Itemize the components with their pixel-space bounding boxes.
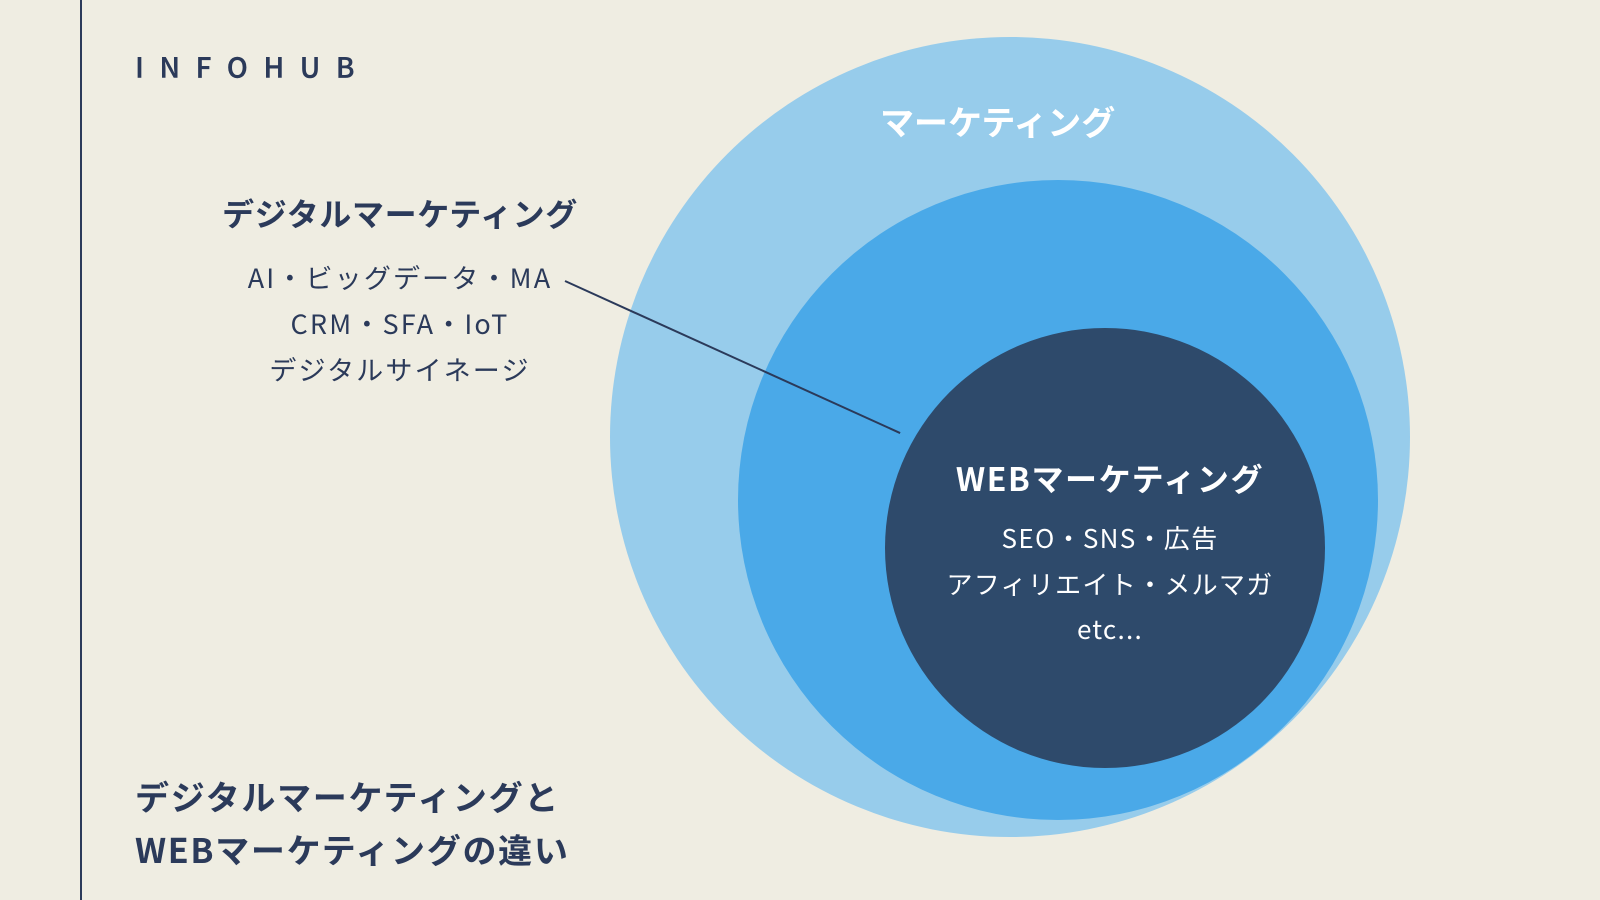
digital-marketing-callout: デジタルマーケティング AI・ビッグデータ・MA CRM・SFA・IoT デジタ… [185,190,615,392]
digital-marketing-title: デジタルマーケティング [185,190,615,236]
vertical-rule [80,0,82,900]
brand-logo: INFOHUB [135,47,370,87]
digital-marketing-line: デジタルサイネージ [185,346,615,392]
digital-marketing-line: AI・ビッグデータ・MA [185,254,615,300]
digital-marketing-line: CRM・SFA・IoT [185,300,615,346]
slide-title-line: WEBマーケティングの違い [135,824,570,873]
slide-title-line: デジタルマーケティングと [135,771,560,820]
slide-title: デジタルマーケティングと WEBマーケティングの違い [135,770,570,875]
web-marketing-block: WEBマーケティング SEO・SNS・広告 アフィリエイト・メルマガ etc..… [920,455,1300,652]
web-marketing-line: SEO・SNS・広告 [920,515,1300,561]
label-marketing: マーケティング [880,96,1115,145]
web-marketing-line: アフィリエイト・メルマガ [920,561,1300,607]
web-marketing-title: WEBマーケティング [920,455,1300,501]
web-marketing-line: etc... [920,606,1300,652]
